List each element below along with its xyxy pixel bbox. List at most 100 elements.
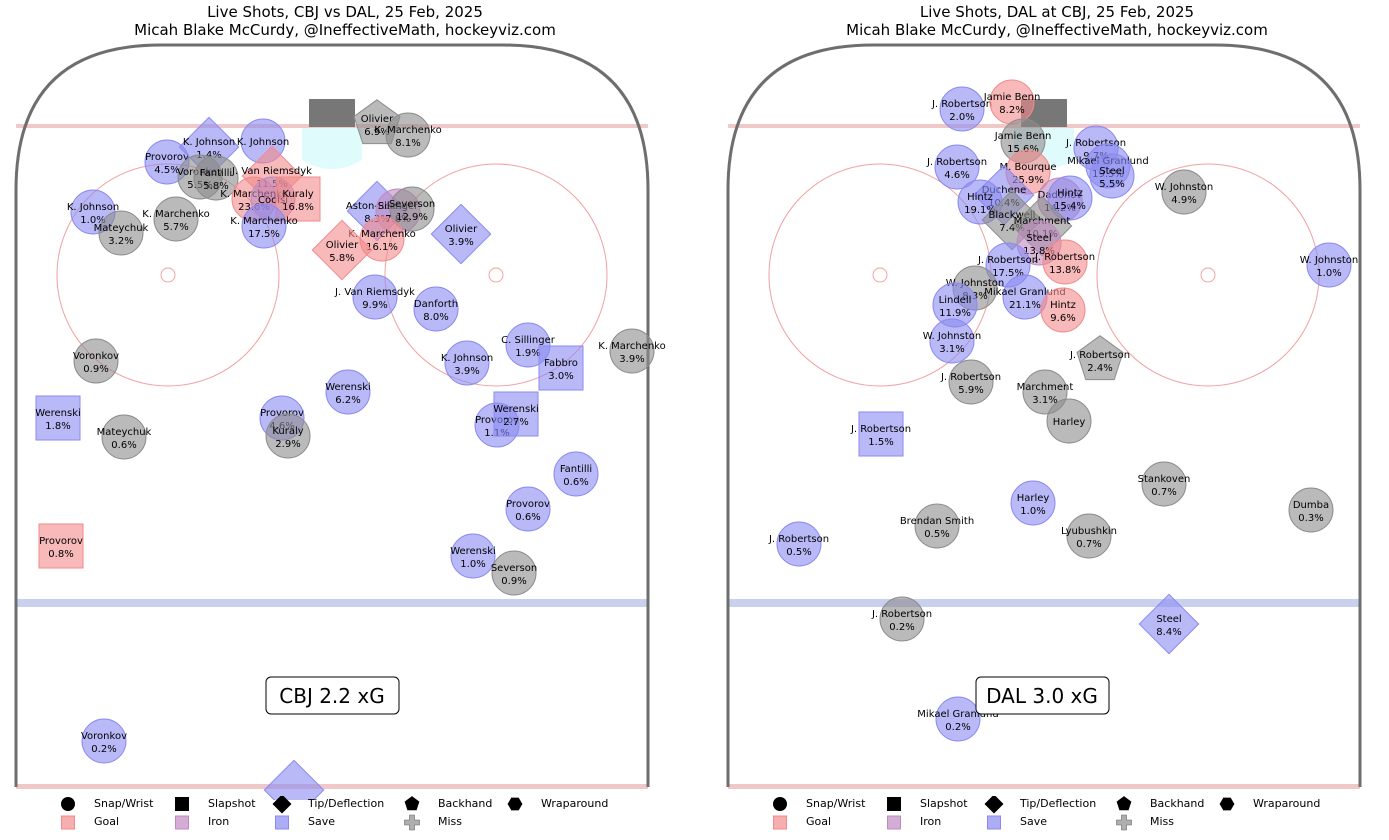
shot-marker: Werenski 2.7%	[493, 391, 539, 437]
shot-xg-label: 5.8%	[203, 181, 228, 192]
shot-xg-label: 3.1%	[939, 344, 964, 355]
rink-plot: Provorov 4.5% K. Johnson 1.4% K. Johnson Voro…	[14, 43, 666, 800]
legend-result-label: Goal	[94, 815, 120, 828]
shot-xg-label: 9.6%	[1050, 313, 1075, 324]
shot-player-label: Dumba	[1293, 500, 1329, 511]
legend-hexagon-icon	[507, 797, 523, 811]
chart-title: Live Shots, DAL at CBJ, 25 Feb, 2025 Mic…	[712, 3, 1389, 39]
shot-xg-label: 1.5%	[868, 437, 893, 448]
shot-player-label: C. Sillinger	[501, 335, 556, 346]
shot-marker: Mikael Granlund 21.1%	[984, 274, 1066, 320]
shot-circle-save	[1306, 242, 1352, 288]
shot-player-label: J. Robertson	[977, 255, 1038, 266]
shot-xg-label: 3.1%	[1032, 395, 1057, 406]
goal-net	[309, 99, 355, 127]
shot-xg-label: 4.9%	[1171, 195, 1196, 206]
center-line	[16, 784, 648, 789]
shot-xg-label: 0.5%	[924, 529, 949, 540]
shot-circle-save	[413, 286, 459, 332]
shot-xg-label: 4.5%	[154, 165, 179, 176]
shot-xg-label: 1.0%	[460, 559, 485, 570]
shot-player-label: J. Robertson	[850, 424, 911, 435]
shot-xg-label: 3.9%	[454, 366, 479, 377]
rink-markings	[14, 43, 650, 789]
shot-marker: Lyubushkin 0.7%	[1061, 513, 1117, 559]
legend-symbols	[61, 796, 523, 831]
shot-marker: Severson 0.9%	[491, 550, 537, 596]
shot-xg-label: 5.9%	[958, 385, 983, 396]
shot-player-label: W. Johnston	[946, 278, 1004, 289]
shot-xg-label: 4.6%	[944, 170, 969, 181]
shot-xg-label: 11.9%	[939, 308, 971, 319]
shot-circle-save	[929, 318, 975, 364]
shot-player-label: Harley	[1053, 417, 1086, 428]
shot-player-label: Severson	[389, 199, 435, 210]
shot-player-label: J. Robertson	[940, 372, 1001, 383]
shot-player-label: J. Robertson	[1034, 252, 1095, 263]
shot-circle-miss	[193, 155, 239, 201]
legend-save-icon	[987, 815, 1001, 830]
faceoff-dot	[488, 267, 504, 283]
shot-xg-label: 1.0%	[1316, 268, 1341, 279]
title-line-2: Micah Blake McCurdy, @IneffectiveMath, h…	[846, 21, 1268, 39]
shot-marker	[263, 759, 325, 800]
shot-player-label: Harley	[1017, 493, 1050, 504]
shot-marker: Hintz 15.4%	[1047, 175, 1093, 221]
legend-shape-label: Snap/Wrist	[94, 797, 154, 810]
shot-xg-label: 9.9%	[362, 300, 387, 311]
legend-shape-label: Backhand	[438, 797, 493, 810]
shot-marker: Fantilli 0.6%	[553, 451, 599, 497]
shot-xg-label: 19.1%	[964, 205, 996, 216]
shot-circle-miss	[1046, 398, 1092, 444]
shot-pentagon-miss	[1076, 335, 1124, 381]
shot-player-label: Voronkov	[73, 351, 119, 362]
shot-xg-label: 0.6%	[515, 512, 540, 523]
shot-player-label: J. Robertson	[926, 157, 987, 168]
shot-circle-miss	[101, 414, 147, 460]
shot-marker: Fantilli 5.8%	[193, 155, 239, 201]
shot-marker: W. Johnston 3.1%	[923, 318, 981, 364]
shot-circle-save	[444, 340, 490, 386]
shot-player-label: Fantilli	[560, 464, 592, 475]
shot-xg-label: 7.4%	[999, 223, 1024, 234]
shot-circle-save	[325, 369, 371, 415]
legend-result-label: Save	[308, 815, 336, 828]
xg-total-box: CBJ 2.2 xG	[265, 676, 400, 715]
xg-total-label: DAL 3.0 xG	[986, 684, 1098, 708]
shot-player-label: J. Van Riemsdyk	[231, 166, 312, 177]
shot-marker: Harley	[1046, 398, 1092, 444]
shot-player-label: Werenski	[325, 382, 371, 393]
rink-boards	[726, 43, 1362, 787]
shot-xg-label: 0.2%	[945, 722, 970, 733]
shot-diamond-save	[430, 203, 492, 265]
shot-circle-miss	[609, 328, 655, 374]
shot-circle-save	[935, 696, 981, 742]
shot-player-label: K. Marchenko	[374, 125, 441, 136]
shot-player-label: Werenski	[35, 408, 81, 419]
shot-marker: Mateychuk 3.2%	[94, 210, 149, 256]
shot-circle-save	[1047, 175, 1093, 221]
legend-symbols	[773, 796, 1235, 831]
shot-circle-goal	[1040, 287, 1086, 333]
shot-marker: Steel 5.5%	[1089, 153, 1135, 199]
shot-marker: Danforth 8.0%	[413, 286, 459, 332]
shot-marker: Steel 8.4%	[1138, 593, 1200, 655]
shot-circle-save	[1089, 153, 1135, 199]
shot-player-label: Olivier	[445, 224, 478, 235]
shot-marker: K. Marchenko 5.7%	[142, 196, 210, 242]
shot-circle-miss	[1066, 513, 1112, 559]
shot-marker: K. Johnson 3.9%	[441, 340, 493, 386]
blue-line	[728, 599, 1360, 607]
shot-player-label: Steel	[1156, 614, 1181, 625]
shot-circle-save	[81, 718, 127, 764]
shot-player-label: Mateychuk	[97, 427, 152, 438]
shot-xg-label: 17.5%	[992, 268, 1024, 279]
shot-circle-save	[934, 144, 980, 190]
legend-shape-label: Snap/Wrist	[806, 797, 866, 810]
shot-xg-label: 15.4%	[1054, 201, 1086, 212]
shot-marker: Kuraly 16.8%	[275, 176, 321, 222]
shot-xg-label: 0.9%	[83, 364, 108, 375]
shot-circle-miss	[1141, 461, 1187, 507]
shot-player-label: Coolsi	[258, 195, 288, 206]
shot-circle-miss	[389, 186, 435, 232]
